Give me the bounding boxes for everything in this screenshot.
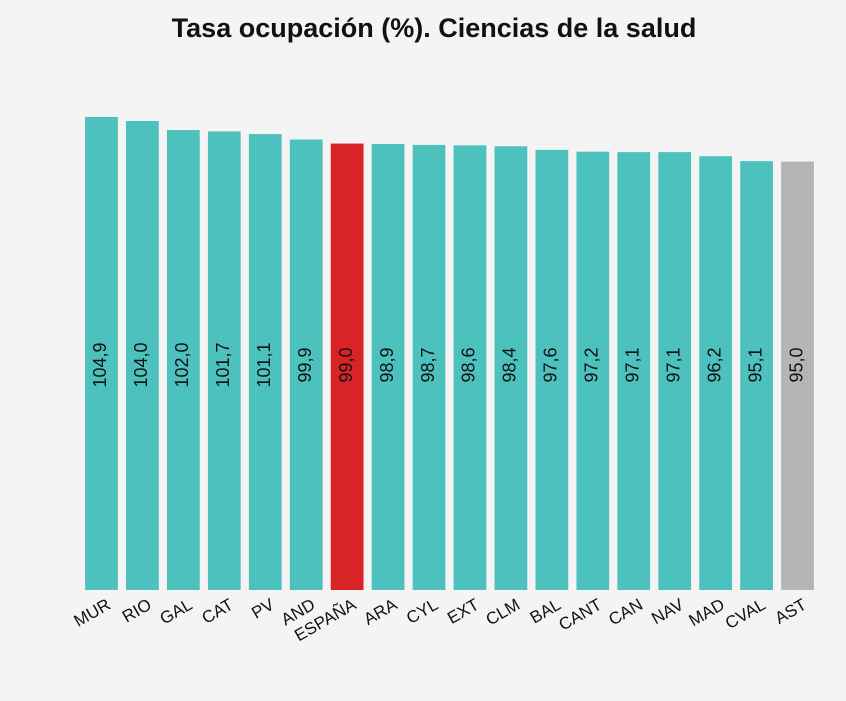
value-label: 96,2 [704, 347, 724, 382]
value-label: 98,9 [377, 347, 397, 382]
bar [330, 143, 364, 591]
chart-title: Tasa ocupación (%). Ciencias de la salud [172, 13, 697, 43]
value-label: 97,1 [623, 347, 643, 382]
bar [126, 121, 159, 590]
value-label: 99,0 [336, 347, 356, 382]
bar [248, 134, 282, 590]
bar [699, 156, 733, 590]
bar [371, 144, 405, 590]
value-label: 97,6 [541, 347, 561, 382]
bar [453, 145, 487, 590]
value-label: 101,1 [254, 342, 274, 387]
value-label: 99,9 [295, 347, 315, 382]
bar [740, 161, 773, 590]
bar [576, 151, 610, 590]
value-label: 95,1 [745, 347, 765, 382]
bar [781, 161, 814, 590]
bar [658, 152, 692, 590]
bar [494, 146, 528, 590]
bar [166, 130, 200, 590]
value-label: 101,7 [213, 342, 233, 387]
bar [289, 139, 323, 590]
value-label: 98,4 [500, 347, 520, 382]
value-label: 102,0 [172, 342, 192, 387]
value-label: 97,1 [663, 347, 683, 382]
value-label: 104,9 [90, 342, 110, 387]
value-label: 98,7 [418, 347, 438, 382]
value-label: 104,0 [131, 342, 151, 387]
bar [207, 131, 241, 591]
bar [412, 144, 446, 590]
value-label: 98,6 [459, 347, 479, 382]
value-label: 95,0 [786, 347, 806, 382]
bar [617, 152, 651, 590]
value-label: 97,2 [582, 347, 602, 382]
bar [535, 149, 569, 590]
bar [85, 116, 118, 590]
